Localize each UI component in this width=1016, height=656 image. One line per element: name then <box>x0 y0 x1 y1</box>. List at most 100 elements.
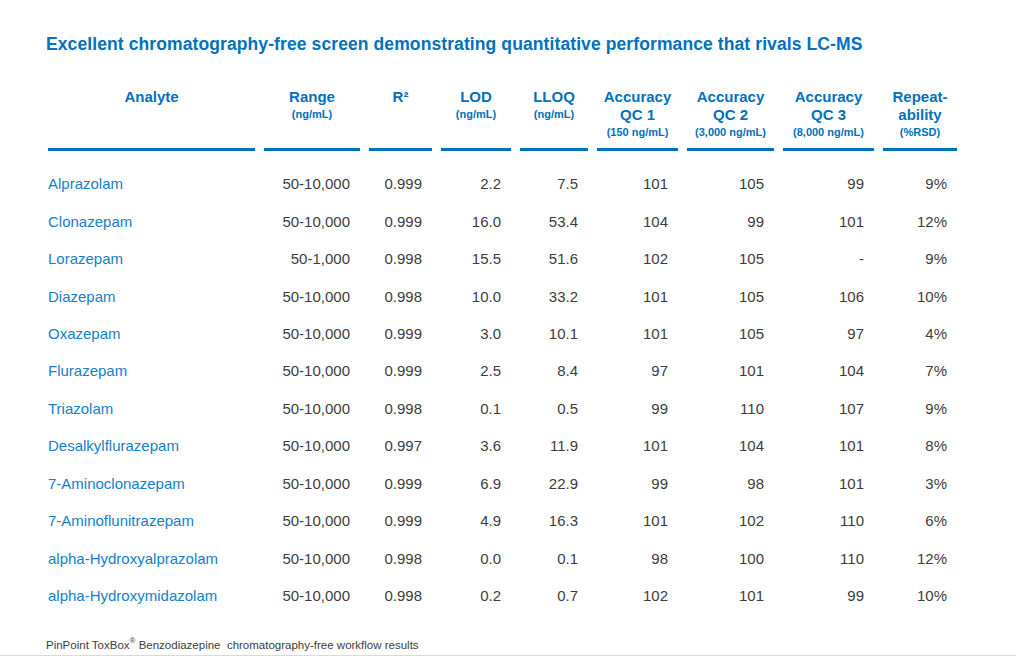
accuracy-qc1-value: 101 <box>597 277 678 314</box>
range-value: 50-1,000 <box>264 240 360 277</box>
column-header-label: LOD <box>460 88 492 106</box>
accuracy-qc1-value: 97 <box>597 352 678 389</box>
column-header-label: Range <box>289 88 335 106</box>
results-table: Analyte Range (ng/mL) R² LOD (ng/mL) LLO… <box>48 88 957 614</box>
analyte-name: Diazepam <box>48 277 255 314</box>
accuracy-qc2-value: 101 <box>687 577 774 614</box>
range-value: 50-10,000 <box>264 427 360 464</box>
accuracy-qc2-value: 104 <box>687 427 774 464</box>
lod-value: 3.0 <box>441 315 511 352</box>
page-title: Excellent chromatography-free screen dem… <box>46 34 862 55</box>
accuracy-qc2-value: 102 <box>687 502 774 539</box>
analyte-name: Clonazepam <box>48 202 255 239</box>
accuracy-qc2-value: 110 <box>687 390 774 427</box>
accuracy-qc2-value: 99 <box>687 202 774 239</box>
page: Excellent chromatography-free screen dem… <box>0 0 1016 656</box>
r-squared-value: 0.999 <box>369 202 432 239</box>
accuracy-qc1-value: 98 <box>597 539 678 576</box>
range-value: 50-10,000 <box>264 465 360 502</box>
column-header-main: LLOQ <box>533 88 575 106</box>
column-header-subtext: (8,000 ng/mL) <box>793 125 864 139</box>
column-header-label: Repeat- <box>892 88 947 106</box>
column-header: Repeat-ability (%RSD) <box>883 88 957 151</box>
column-header: LLOQ (ng/mL) <box>520 88 588 151</box>
accuracy-qc1-value: 104 <box>597 202 678 239</box>
repeatability-rsd-value: 10% <box>883 277 957 314</box>
r-squared-value: 0.998 <box>369 539 432 576</box>
analyte-name: 7-Aminoclonazepam <box>48 465 255 502</box>
table-row: Diazepam 50-10,000 0.998 10.0 33.2 101 1… <box>48 277 957 314</box>
table-row: Clonazepam 50-10,000 0.999 16.0 53.4 104… <box>48 202 957 239</box>
lod-value: 16.0 <box>441 202 511 239</box>
range-value: 50-10,000 <box>264 202 360 239</box>
column-header-main: AccuracyQC 1 <box>604 88 672 124</box>
lod-value: 2.5 <box>441 352 511 389</box>
column-header-label: R² <box>393 88 409 106</box>
repeatability-rsd-value: 3% <box>883 465 957 502</box>
column-header-subtext: (ng/mL) <box>292 107 332 121</box>
repeatability-rsd-value: 12% <box>883 202 957 239</box>
column-header: Range (ng/mL) <box>264 88 360 151</box>
accuracy-qc3-value: 97 <box>783 315 874 352</box>
column-header-main: Range <box>289 88 335 106</box>
accuracy-qc3-value: 106 <box>783 277 874 314</box>
table-row: Lorazepam 50-1,000 0.998 15.5 51.6 102 1… <box>48 240 957 277</box>
column-header: LOD (ng/mL) <box>441 88 511 151</box>
range-value: 50-10,000 <box>264 539 360 576</box>
r-squared-value: 0.998 <box>369 240 432 277</box>
table-body: Alprazolam 50-10,000 0.999 2.2 7.5 101 1… <box>48 165 957 614</box>
r-squared-value: 0.997 <box>369 427 432 464</box>
lloq-value: 33.2 <box>520 277 588 314</box>
column-header-label: Accuracy <box>604 88 672 106</box>
repeatability-rsd-value: 6% <box>883 502 957 539</box>
lloq-value: 53.4 <box>520 202 588 239</box>
lod-value: 0.0 <box>441 539 511 576</box>
analyte-name: alpha-Hydroxyalprazolam <box>48 539 255 576</box>
r-squared-value: 0.999 <box>369 315 432 352</box>
product-name: PinPoint ToxBox <box>46 639 130 651</box>
repeatability-rsd-value: 10% <box>883 577 957 614</box>
accuracy-qc3-value: 101 <box>783 202 874 239</box>
accuracy-qc3-value: 101 <box>783 427 874 464</box>
accuracy-qc3-value: 101 <box>783 465 874 502</box>
repeatability-rsd-value: 8% <box>883 427 957 464</box>
table-row: Alprazolam 50-10,000 0.999 2.2 7.5 101 1… <box>48 165 957 202</box>
accuracy-qc2-value: 100 <box>687 539 774 576</box>
column-header-label: QC 2 <box>697 106 765 124</box>
table-header-row: Analyte Range (ng/mL) R² LOD (ng/mL) LLO… <box>48 88 957 151</box>
lod-value: 3.6 <box>441 427 511 464</box>
lloq-value: 16.3 <box>520 502 588 539</box>
accuracy-qc2-value: 101 <box>687 352 774 389</box>
column-header-subtext: (150 ng/mL) <box>607 125 669 139</box>
analyte-name: 7-Aminoflunitrazepam <box>48 502 255 539</box>
column-header-main: AccuracyQC 3 <box>795 88 863 124</box>
column-header-subtext: (3,000 ng/mL) <box>695 125 766 139</box>
column-header: AccuracyQC 1 (150 ng/mL) <box>597 88 678 151</box>
accuracy-qc1-value: 101 <box>597 165 678 202</box>
range-value: 50-10,000 <box>264 315 360 352</box>
analyte-name: Triazolam <box>48 390 255 427</box>
accuracy-qc3-value: 107 <box>783 390 874 427</box>
lod-value: 6.9 <box>441 465 511 502</box>
range-value: 50-10,000 <box>264 577 360 614</box>
lod-value: 4.9 <box>441 502 511 539</box>
accuracy-qc3-value: 99 <box>783 577 874 614</box>
lloq-value: 22.9 <box>520 465 588 502</box>
repeatability-rsd-value: 9% <box>883 165 957 202</box>
registered-trademark-mark: ® <box>130 636 136 645</box>
column-header-label: ability <box>892 106 947 124</box>
table-row: alpha-Hydroxyalprazolam 50-10,000 0.998 … <box>48 539 957 576</box>
repeatability-rsd-value: 4% <box>883 315 957 352</box>
accuracy-qc1-value: 102 <box>597 240 678 277</box>
column-header: R² <box>369 88 432 151</box>
repeatability-rsd-value: 9% <box>883 390 957 427</box>
range-value: 50-10,000 <box>264 352 360 389</box>
r-squared-value: 0.998 <box>369 277 432 314</box>
lod-value: 10.0 <box>441 277 511 314</box>
accuracy-qc3-value: 110 <box>783 539 874 576</box>
accuracy-qc1-value: 101 <box>597 502 678 539</box>
accuracy-qc3-value: - <box>783 240 874 277</box>
analyte-name: Desalkylflurazepam <box>48 427 255 464</box>
table-row: 7-Aminoclonazepam 50-10,000 0.999 6.9 22… <box>48 465 957 502</box>
lloq-value: 11.9 <box>520 427 588 464</box>
